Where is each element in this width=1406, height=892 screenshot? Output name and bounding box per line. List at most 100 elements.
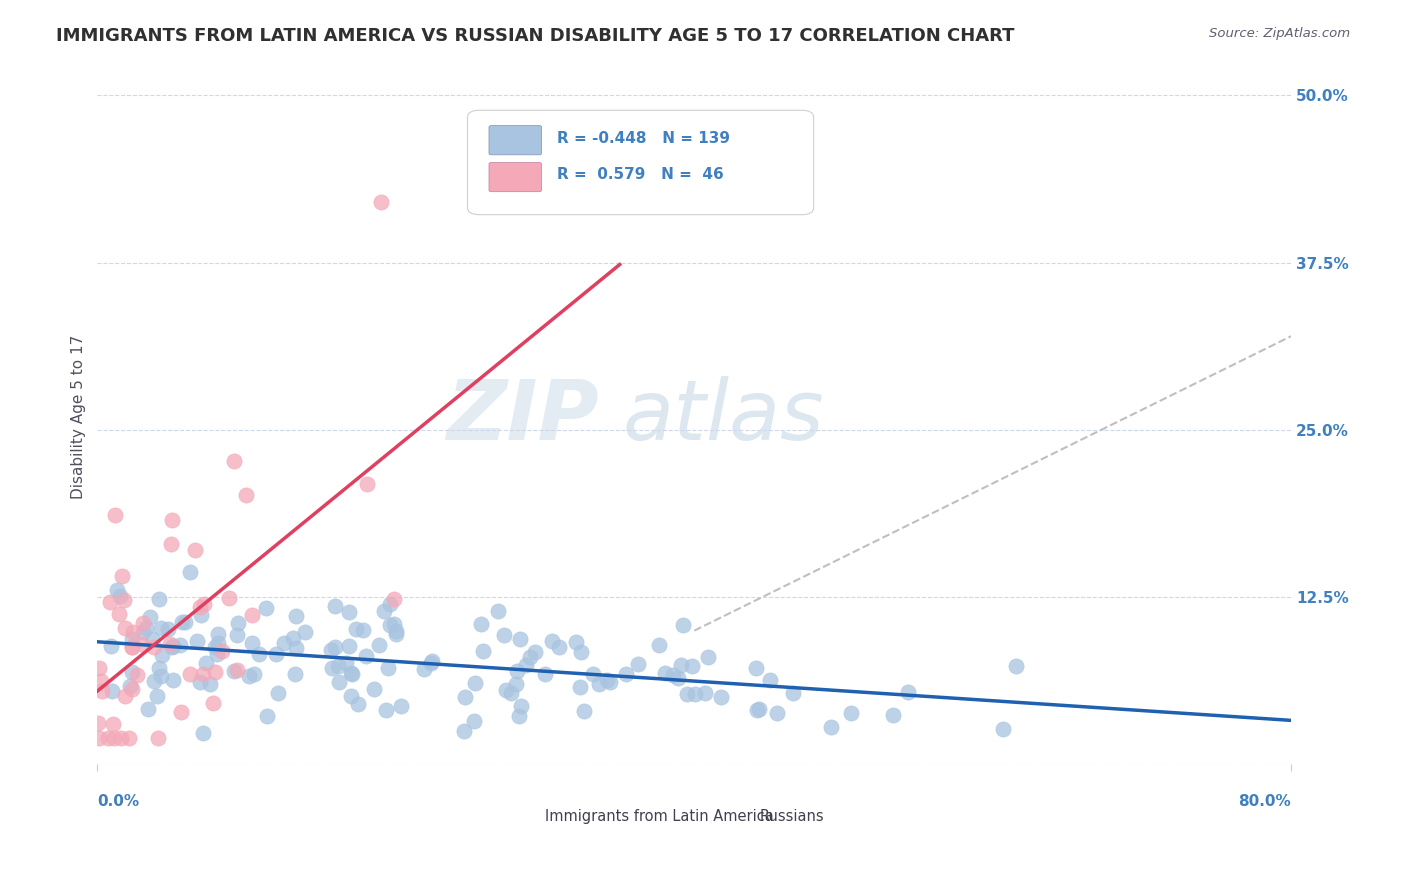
Point	[254, 601, 277, 615]
Point	[218, 591, 240, 606]
Point	[588, 677, 610, 691]
FancyBboxPatch shape	[501, 799, 536, 830]
Point	[135, 621, 157, 635]
Point	[384, 627, 406, 641]
Point	[509, 699, 531, 714]
Point	[710, 690, 733, 704]
Point	[356, 476, 378, 491]
Point	[340, 689, 363, 703]
Point	[378, 597, 401, 611]
Point	[101, 717, 124, 731]
Point	[534, 666, 557, 681]
Point	[515, 657, 537, 672]
Point	[193, 597, 215, 611]
Point	[143, 640, 166, 655]
Point	[669, 658, 692, 673]
Point	[238, 668, 260, 682]
Point	[820, 720, 842, 734]
Point	[352, 623, 374, 637]
Point	[384, 591, 406, 606]
Point	[523, 645, 546, 659]
Point	[202, 696, 225, 710]
Point	[841, 706, 863, 721]
Point	[111, 569, 134, 583]
Point	[142, 674, 165, 689]
Point	[191, 726, 214, 740]
Text: Russians: Russians	[759, 809, 824, 824]
Point	[342, 667, 364, 681]
Point	[384, 624, 406, 639]
Point	[121, 665, 143, 679]
Point	[344, 622, 367, 636]
Point	[662, 668, 685, 682]
Text: Immigrants from Latin America: Immigrants from Latin America	[546, 809, 773, 824]
Y-axis label: Disability Age 5 to 17: Disability Age 5 to 17	[72, 334, 86, 499]
Point	[509, 632, 531, 647]
Point	[540, 634, 562, 648]
Point	[198, 676, 221, 690]
Point	[224, 665, 246, 679]
Point	[118, 731, 141, 745]
Point	[389, 698, 412, 713]
Point	[104, 508, 127, 522]
Point	[335, 656, 357, 670]
Point	[328, 674, 350, 689]
Point	[170, 615, 193, 629]
Point	[100, 639, 122, 653]
Point	[207, 627, 229, 641]
Point	[162, 673, 184, 688]
Point	[991, 722, 1014, 736]
Point	[472, 644, 495, 658]
Point	[495, 682, 517, 697]
Point	[98, 594, 121, 608]
Point	[228, 615, 250, 630]
Point	[281, 632, 304, 646]
Point	[273, 636, 295, 650]
Point	[748, 701, 770, 715]
Point	[420, 654, 443, 668]
Point	[782, 686, 804, 700]
Point	[382, 616, 405, 631]
FancyBboxPatch shape	[489, 126, 541, 155]
Point	[745, 703, 768, 717]
Point	[174, 615, 197, 629]
Point	[188, 599, 211, 614]
Point	[195, 656, 218, 670]
Point	[121, 640, 143, 654]
Point	[114, 621, 136, 635]
Point	[207, 636, 229, 650]
Point	[188, 675, 211, 690]
Point	[149, 621, 172, 635]
Point	[121, 632, 143, 646]
Point	[110, 731, 132, 745]
Point	[519, 650, 541, 665]
Point	[132, 625, 155, 640]
Point	[204, 665, 226, 679]
Point	[676, 687, 699, 701]
Point	[284, 667, 307, 681]
Point	[582, 667, 605, 681]
Point	[87, 715, 110, 730]
Point	[668, 671, 690, 685]
Point	[569, 645, 592, 659]
Point	[121, 681, 143, 696]
Point	[150, 669, 173, 683]
Point	[453, 723, 475, 738]
Point	[150, 648, 173, 662]
Point	[222, 453, 245, 467]
Point	[508, 708, 530, 723]
Point	[596, 673, 619, 687]
Point	[463, 714, 485, 729]
Point	[565, 634, 588, 648]
Point	[108, 607, 131, 621]
Point	[363, 682, 385, 697]
Point	[139, 610, 162, 624]
Point	[136, 702, 159, 716]
Point	[374, 703, 396, 717]
FancyBboxPatch shape	[721, 799, 756, 830]
Point	[695, 686, 717, 700]
Point	[89, 731, 111, 745]
Text: 0.0%: 0.0%	[97, 794, 139, 809]
Point	[146, 689, 169, 703]
Point	[377, 660, 399, 674]
